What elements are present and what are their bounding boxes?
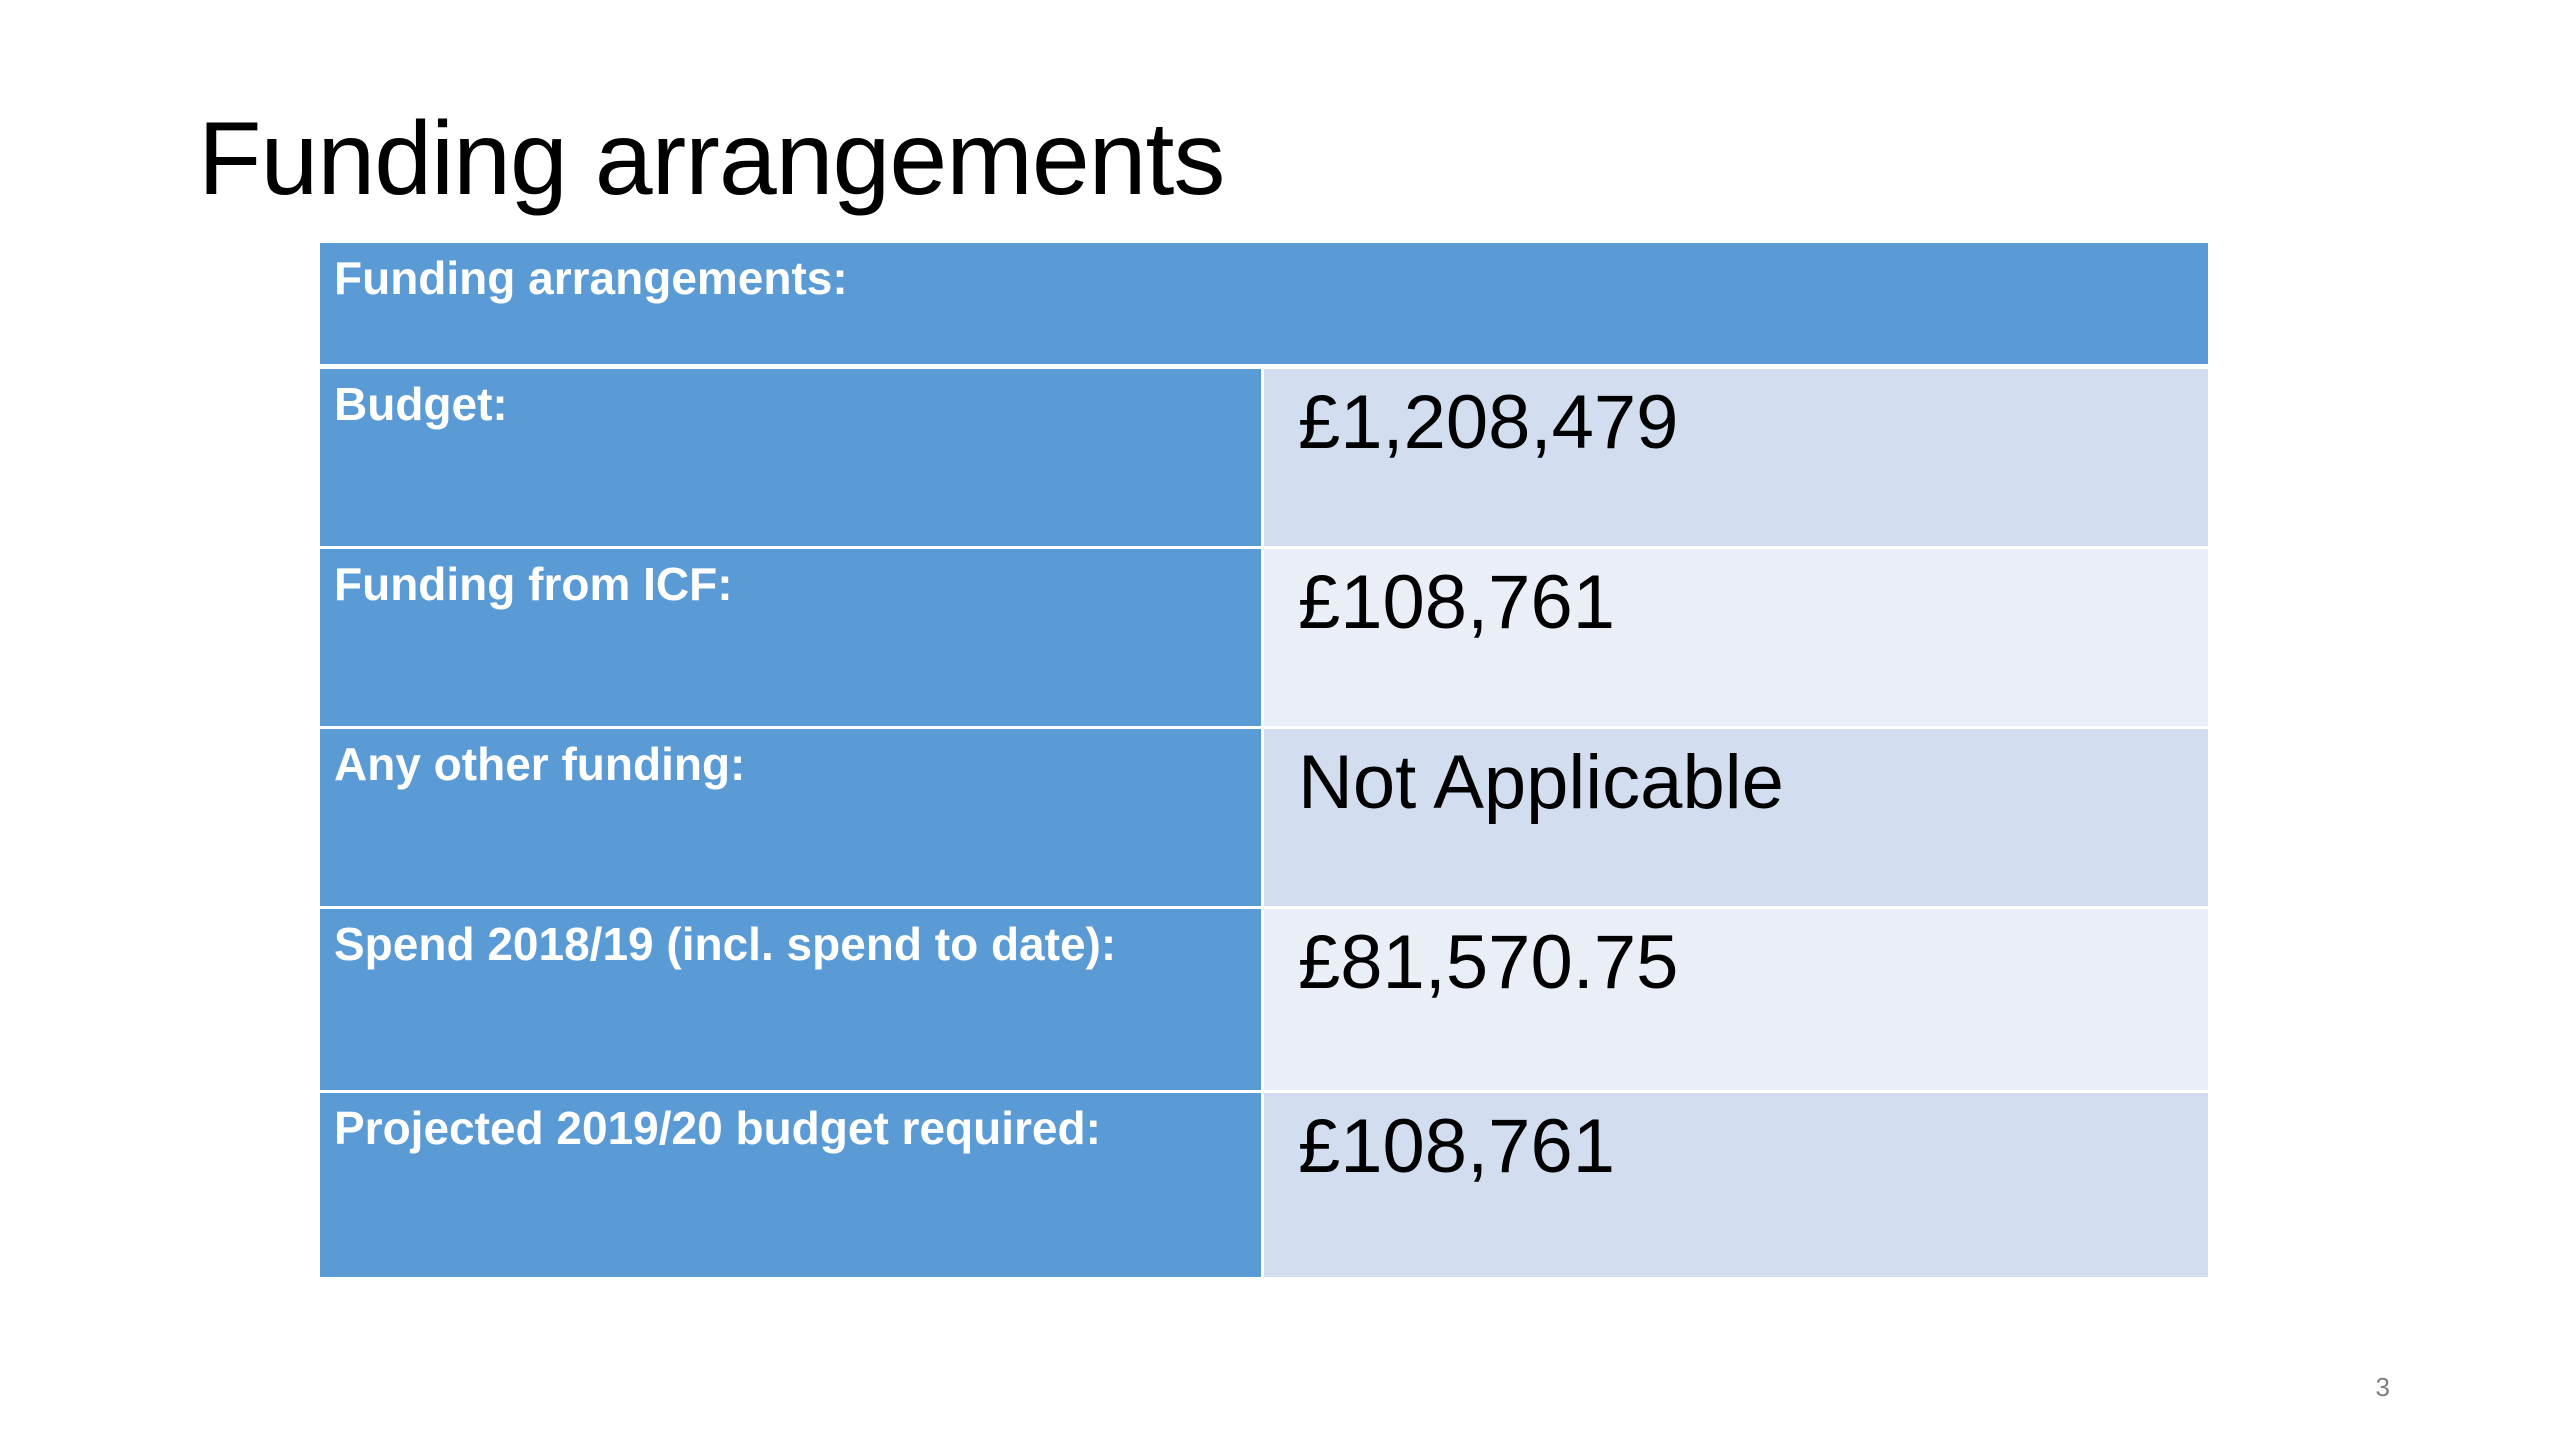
table-row: Funding from ICF: £108,761 xyxy=(320,549,2208,729)
row-value-spend: £81,570.75 xyxy=(1264,909,2208,1093)
row-value-projected: £108,761 xyxy=(1264,1093,2208,1277)
row-label-spend: Spend 2018/19 (incl. spend to date): xyxy=(320,909,1264,1093)
table-header-row: Funding arrangements: xyxy=(320,243,2208,369)
row-label-other-funding: Any other funding: xyxy=(320,729,1264,909)
funding-table: Funding arrangements: Budget: £1,208,479… xyxy=(320,243,2208,1277)
table-row: Any other funding: Not Applicable xyxy=(320,729,2208,909)
row-value-other-funding: Not Applicable xyxy=(1264,729,2208,909)
page-number: 3 xyxy=(2375,1372,2390,1402)
page-title: Funding arrangements xyxy=(198,101,1225,217)
row-label-funding-icf: Funding from ICF: xyxy=(320,549,1264,729)
table-row: Spend 2018/19 (incl. spend to date): £81… xyxy=(320,909,2208,1093)
row-label-projected: Projected 2019/20 budget required: xyxy=(320,1093,1264,1277)
table-row: Budget: £1,208,479 xyxy=(320,369,2208,549)
row-value-funding-icf: £108,761 xyxy=(1264,549,2208,729)
row-label-budget: Budget: xyxy=(320,369,1264,549)
table-row: Projected 2019/20 budget required: £108,… xyxy=(320,1093,2208,1277)
table-header: Funding arrangements: xyxy=(320,243,2208,369)
row-value-budget: £1,208,479 xyxy=(1264,369,2208,549)
